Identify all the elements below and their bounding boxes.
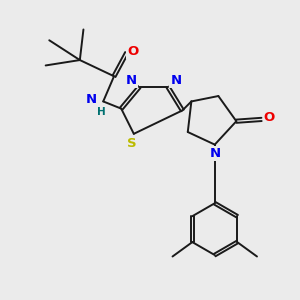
Text: H: H xyxy=(97,106,106,116)
Text: N: N xyxy=(210,147,221,160)
Text: O: O xyxy=(128,45,139,58)
Text: N: N xyxy=(86,93,97,106)
Text: O: O xyxy=(264,111,275,124)
Text: N: N xyxy=(126,74,137,87)
Text: N: N xyxy=(170,74,182,87)
Text: S: S xyxy=(127,137,137,150)
